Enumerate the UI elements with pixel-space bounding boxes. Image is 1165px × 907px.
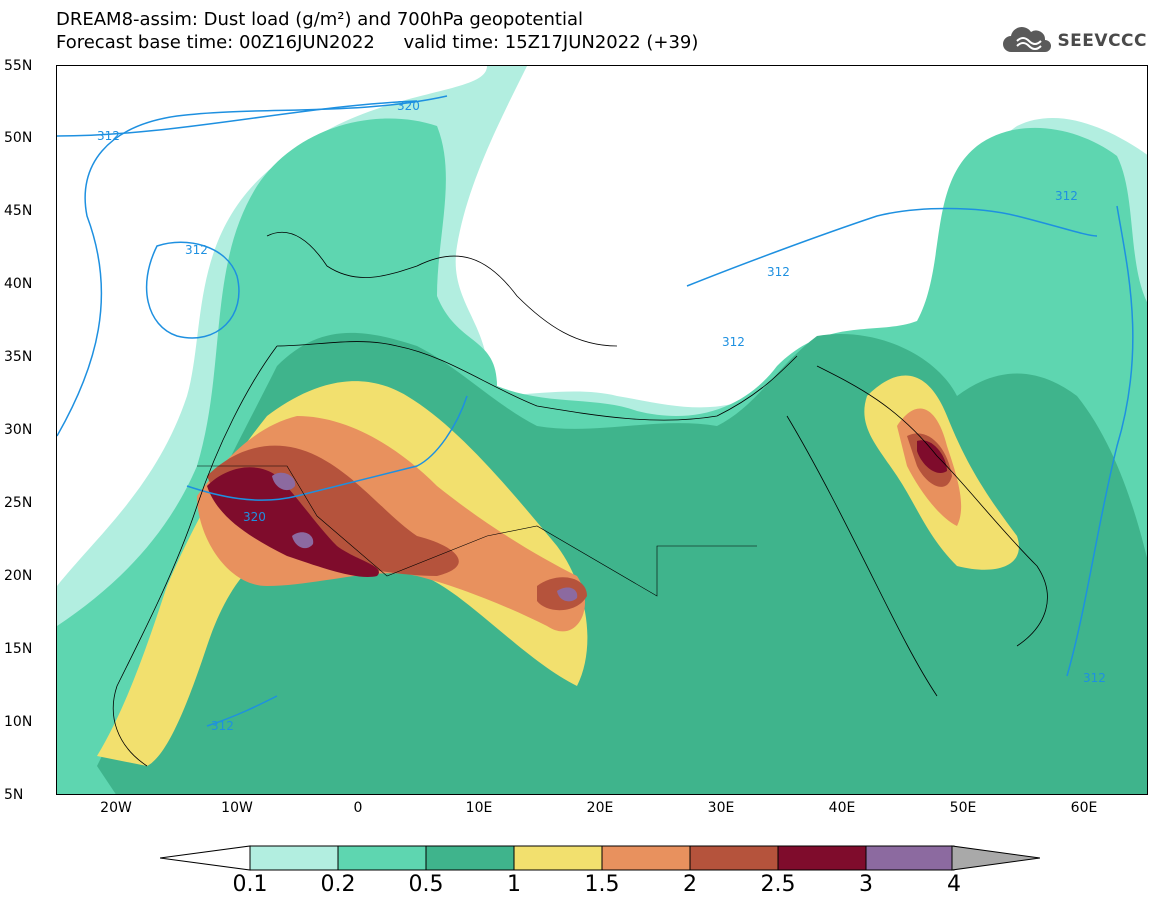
contour-label: 320	[397, 99, 420, 113]
dust-region-3-b	[292, 532, 314, 549]
lat-label-30n: 30N	[4, 422, 33, 438]
colorbar-label-3: 3	[859, 872, 873, 897]
coastline-arabia	[816, 365, 1048, 647]
logo-text: SEEVCCC	[1057, 31, 1147, 51]
contour-label: 312	[767, 265, 790, 279]
colorbar	[160, 845, 1040, 871]
lat-label-55n: 55N	[4, 58, 33, 74]
contour-label: 312	[1055, 189, 1078, 203]
dust-map: 312 320 312 312 320 312 312 312 312	[56, 65, 1148, 795]
dust-region-3-c	[557, 587, 578, 602]
lat-label-50n: 50N	[4, 130, 33, 146]
coastline-europe	[266, 231, 618, 347]
colorbar-box-2.5	[777, 845, 867, 871]
geopotential-contour-312-med	[686, 207, 1098, 287]
colorbar-box-0.2	[337, 845, 427, 871]
seevccc-logo: SEEVCCC	[1001, 26, 1147, 56]
colorbar-box-0.1	[249, 845, 339, 871]
map-subtitle-times: Forecast base time: 00Z16JUN2022 valid t…	[56, 32, 699, 53]
lon-label-10e: 10E	[465, 800, 493, 816]
colorbar-box-3	[865, 845, 955, 871]
colorbar-label-0.1: 0.1	[232, 872, 268, 897]
dust-region-1	[97, 381, 588, 766]
dust-region-2.5-arabia	[917, 440, 947, 474]
colorbar-label-2.5: 2.5	[760, 872, 796, 897]
lat-label-10n: 10N	[4, 714, 33, 730]
contour-label: 312	[211, 719, 234, 733]
map-title: DREAM8-assim: Dust load (g/m²) and 700hP…	[56, 9, 583, 30]
lon-label-60e: 60E	[1070, 800, 1098, 816]
lat-label-45n: 45N	[4, 203, 33, 219]
lat-label-25n: 25N	[4, 495, 33, 511]
map-canvas: 312 320 312 312 320 312 312 312 312	[57, 66, 1147, 794]
colorbar-box-1	[513, 845, 603, 871]
lat-label-40n: 40N	[4, 276, 33, 292]
geopotential-contour-312-east	[1066, 205, 1134, 677]
colorbar-label-0.2: 0.2	[320, 872, 356, 897]
geopotential-contour-312-closed	[145, 241, 240, 339]
lat-label-5n: 5N	[4, 787, 24, 803]
lon-label-50e: 50E	[949, 800, 977, 816]
coastline-redsea	[786, 415, 938, 697]
colorbar-label-1.5: 1.5	[584, 872, 620, 897]
lat-label-35n: 35N	[4, 349, 33, 365]
geopotential-contour-320	[57, 95, 448, 437]
colorbar-label-2: 2	[683, 872, 697, 897]
colorbar-box-0.5	[425, 845, 515, 871]
colorbar-label-1: 1	[507, 872, 521, 897]
coastline-west-africa	[112, 345, 278, 767]
colorbar-label-0.5: 0.5	[408, 872, 444, 897]
colorbar-over-triangle	[951, 845, 1040, 871]
geopotential-contour-312-africa	[206, 695, 278, 727]
contour-label: 312	[722, 335, 745, 349]
lon-label-40e: 40E	[828, 800, 856, 816]
contour-label: 312	[185, 243, 208, 257]
lon-label-30e: 30E	[707, 800, 735, 816]
geopotential-contour-312	[57, 100, 418, 137]
colorbar-label-4: 4	[947, 872, 961, 897]
colorbar-box-2	[689, 845, 779, 871]
coastline-africa-north	[276, 341, 798, 421]
lat-label-15n: 15N	[4, 641, 33, 657]
lon-label-20e: 20E	[586, 800, 614, 816]
contour-label: 312	[1083, 671, 1106, 685]
contour-label: 320	[243, 510, 266, 524]
lon-label-20w: 20W	[100, 800, 132, 816]
lon-label-10w: 10W	[221, 800, 253, 816]
dust-region-3	[272, 472, 296, 491]
colorbar-under-triangle	[160, 845, 251, 871]
lat-label-20n: 20N	[4, 568, 33, 584]
geopotential-contour-320-south	[186, 395, 468, 501]
lon-label-0: 0	[353, 800, 363, 816]
contour-label: 312	[97, 129, 120, 143]
border-sahara	[197, 465, 757, 597]
dust-region-2.5	[207, 467, 379, 577]
colorbar-box-1.5	[601, 845, 691, 871]
cloud-icon	[1003, 27, 1052, 52]
